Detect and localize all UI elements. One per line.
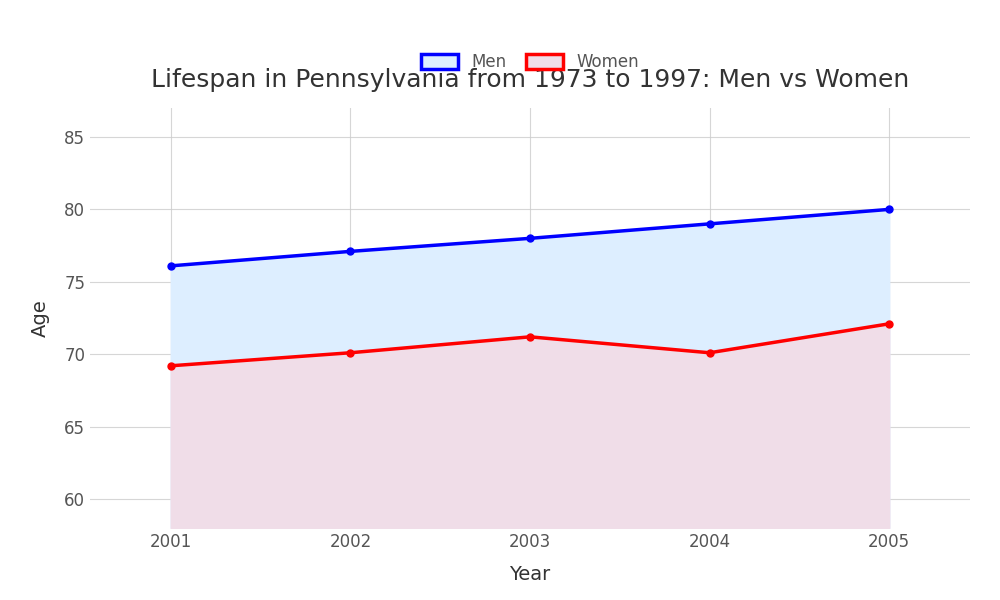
- Title: Lifespan in Pennsylvania from 1973 to 1997: Men vs Women: Lifespan in Pennsylvania from 1973 to 19…: [151, 68, 909, 92]
- X-axis label: Year: Year: [509, 565, 551, 584]
- Y-axis label: Age: Age: [31, 299, 50, 337]
- Legend: Men, Women: Men, Women: [413, 45, 647, 80]
